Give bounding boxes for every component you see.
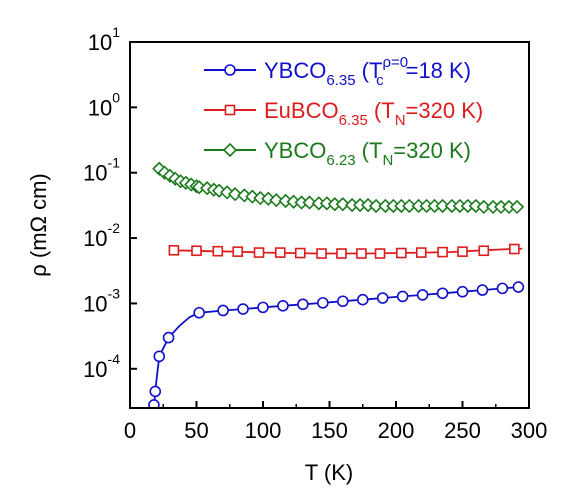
legend-label: EuBCO6.35 (TN=320 K) [264, 98, 483, 129]
y-tick-label: 10-4 [83, 351, 120, 382]
x-tick-label: 150 [311, 418, 348, 443]
series-1 [168, 243, 523, 259]
plot-layer [148, 161, 525, 408]
data-point [277, 299, 289, 312]
data-point [153, 350, 166, 363]
data-point [257, 301, 269, 314]
data-point [261, 191, 276, 206]
data-point [222, 142, 238, 158]
data-point [148, 399, 160, 408]
data-point [402, 198, 417, 214]
series-0 [148, 281, 525, 408]
x-tick-label: 200 [378, 418, 415, 443]
data-point [211, 183, 227, 198]
y-tick-label: 10-2 [83, 220, 120, 251]
data-point [237, 303, 249, 315]
data-point [224, 64, 236, 76]
data-point [356, 248, 367, 259]
data-point [336, 295, 349, 308]
data-point [416, 289, 429, 301]
data-point [224, 104, 236, 116]
y-tick-label: 101 [88, 24, 120, 55]
plot-frame [129, 41, 530, 409]
data-point [193, 306, 205, 319]
data-point [356, 293, 369, 306]
data-point [478, 245, 490, 257]
legend-entry-2: YBCO6.23 (TN=320 K) [204, 138, 471, 169]
data-point [212, 245, 224, 257]
legend-label: YBCO6.23 (TN=320 K) [264, 138, 471, 169]
data-point [476, 199, 491, 215]
y-axis-label: ρ (mΩ cm) [26, 173, 51, 277]
y-tick-label: 100 [88, 89, 120, 120]
data-point [297, 298, 309, 311]
data-point [245, 189, 260, 204]
legend-entry-1: EuBCO6.35 (TN=320 K) [204, 98, 483, 129]
data-point [335, 197, 350, 212]
data-point [219, 185, 235, 200]
y-tick-label: 10-1 [83, 155, 120, 186]
data-point [232, 246, 244, 257]
data-point [269, 193, 284, 208]
data-point [336, 248, 347, 259]
data-point [512, 281, 525, 293]
data-point [476, 284, 489, 296]
data-point [316, 248, 327, 259]
legend-entry-0: YBCO6.35 (Tρ=0 c =18 K) [204, 54, 471, 89]
x-axis-label: T (K) [305, 460, 353, 485]
legend-label: YBCO6.35 (Tρ=0 c =18 K) [264, 54, 471, 89]
x-tick-label: 250 [444, 418, 481, 443]
data-point [217, 304, 229, 317]
data-point [396, 290, 409, 303]
data-point [302, 195, 317, 210]
data-point [149, 385, 162, 398]
data-point [376, 292, 389, 304]
series-line [153, 286, 519, 408]
data-point [435, 198, 450, 214]
data-point [374, 248, 386, 259]
x-tick-label: 100 [245, 418, 282, 443]
data-point [162, 331, 175, 344]
data-point [436, 287, 449, 300]
data-point [415, 247, 427, 258]
axes-layer: 0 50 100 150 200 250 300 101 100 10-1 10-2 10-3 10-4 [83, 24, 547, 443]
y-tick-label: 10-3 [83, 285, 120, 316]
data-point [437, 246, 448, 258]
data-point [253, 247, 265, 258]
x-tick-label: 300 [511, 418, 548, 443]
data-point [274, 247, 286, 258]
data-point [509, 243, 520, 255]
data-point [168, 244, 180, 256]
data-point [457, 246, 468, 257]
data-point [294, 247, 306, 259]
data-point [509, 199, 525, 215]
series-2 [152, 161, 525, 215]
data-point [368, 198, 384, 214]
data-point [317, 297, 329, 309]
data-point [456, 285, 469, 298]
data-point [396, 247, 407, 259]
legend: YBCO6.35 (Tρ=0 c =18 K) EuBCO6.35 (TN=320 K… [204, 54, 483, 169]
data-point [227, 187, 243, 202]
data-point [496, 282, 509, 295]
x-tick-label: 50 [184, 418, 208, 443]
x-tick-label: 0 [124, 418, 136, 443]
data-point [191, 245, 202, 257]
